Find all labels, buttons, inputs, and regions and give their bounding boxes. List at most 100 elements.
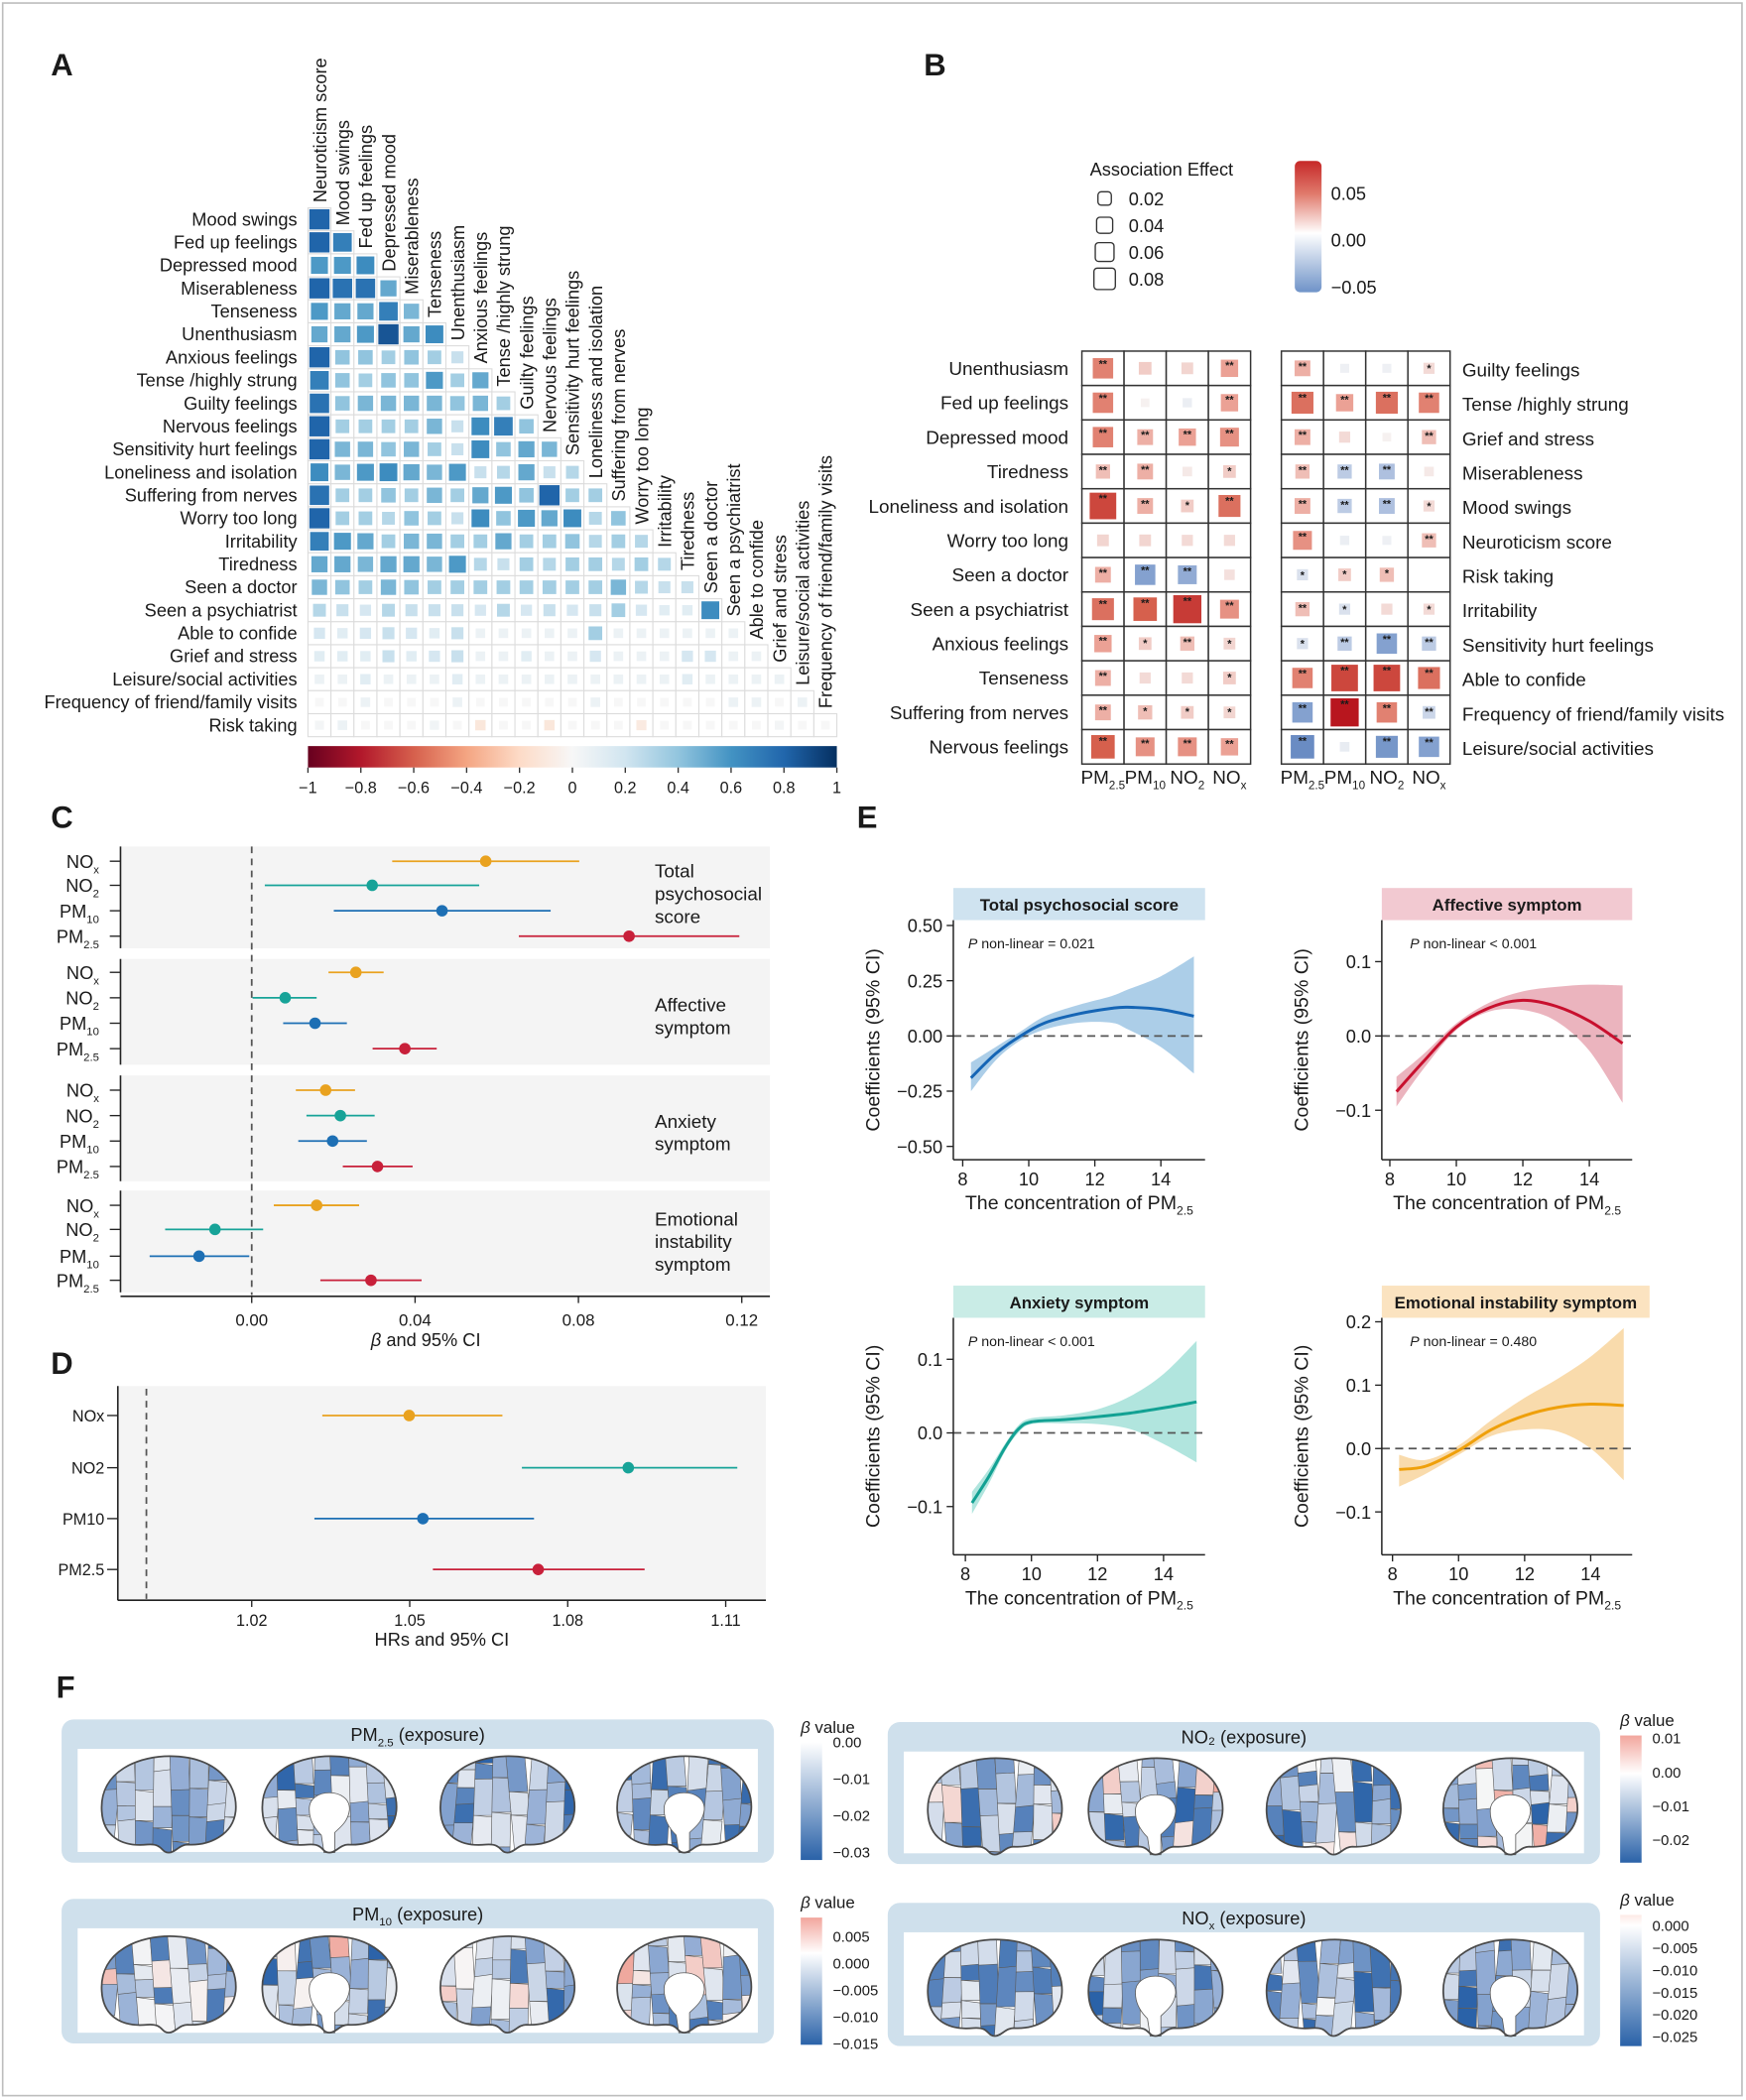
row-label: Risk taking	[1462, 567, 1554, 588]
row-label: PM10	[62, 1511, 104, 1529]
correlation-square	[613, 697, 623, 707]
point-estimate	[366, 879, 378, 892]
correlation-square	[518, 463, 535, 481]
brain-region	[545, 1970, 566, 1989]
correlation-square	[519, 534, 534, 549]
panel-label-b: B	[924, 48, 945, 82]
correlation-square	[450, 373, 464, 388]
row-label: Grief and stress	[170, 647, 298, 667]
effect-square	[1138, 361, 1152, 375]
panel-label-a: A	[51, 48, 72, 82]
correlation-square	[382, 650, 395, 663]
brain-region	[995, 1965, 1018, 2008]
point-estimate	[319, 1084, 332, 1096]
point-estimate	[532, 1563, 545, 1575]
brain-region	[491, 1777, 512, 1813]
row-label: Frequency of friend/family visits	[1462, 704, 1724, 725]
beta-legend-title: β value	[1619, 1891, 1675, 1910]
correlation-square	[751, 651, 762, 662]
significance-stars: **	[1299, 499, 1308, 511]
correlation-square	[358, 349, 373, 365]
group-label: score	[655, 907, 700, 927]
effect-square	[1223, 535, 1235, 547]
brain-region	[455, 1787, 477, 1805]
column-label: NOx	[1412, 768, 1445, 793]
brain-region	[1546, 1803, 1568, 1833]
brain-region	[134, 1790, 155, 1821]
y-axis-title: Coefficients (95% CI)	[1292, 1345, 1313, 1528]
beta-legend-label: 0.000	[1653, 1919, 1689, 1935]
row-label: Unenthusiasm	[948, 359, 1068, 380]
correlation-square	[543, 557, 557, 571]
correlation-square	[774, 674, 785, 684]
significance-stars: **	[1099, 636, 1108, 648]
significance-stars: *	[1385, 568, 1390, 580]
correlation-square	[381, 419, 396, 433]
significance-stars: **	[1099, 493, 1108, 505]
brain-medial-wall	[1489, 1975, 1532, 2037]
x-axis-title: The concentration of PM2.5	[965, 1587, 1193, 1612]
correlation-square	[636, 720, 647, 731]
column-label: Seen a doctor	[701, 481, 721, 593]
effect-square	[1337, 498, 1352, 514]
correlation-square	[309, 208, 330, 230]
significance-stars: **	[1383, 702, 1392, 714]
point-estimate	[623, 929, 635, 942]
effect-square	[1382, 536, 1392, 546]
x-tick-label: 10	[1446, 1170, 1466, 1189]
brain-region	[509, 1982, 530, 2009]
group-label: Affective	[655, 995, 726, 1016]
effect-square	[1379, 567, 1395, 582]
effect-square	[1219, 599, 1239, 619]
plot-title: Emotional instability symptom	[1395, 1294, 1638, 1312]
correlation-square	[332, 232, 352, 252]
effect-square	[1179, 428, 1196, 446]
correlation-square	[701, 601, 720, 620]
x-axis-title: The concentration of PM2.5	[965, 1192, 1193, 1217]
row-label: PM10	[60, 1014, 99, 1038]
brain-map-title: PM2.5 (exposure)	[350, 1725, 484, 1749]
correlation-square	[705, 674, 715, 684]
effect-square	[1092, 358, 1114, 379]
beta-legend-label: 0.00	[833, 1736, 862, 1752]
point-estimate	[309, 1017, 321, 1030]
x-tick-label: 10	[1448, 1564, 1468, 1584]
column-label: Tiredness	[679, 492, 698, 570]
row-label: Frequency of friend/family visits	[44, 692, 297, 712]
group-label: symptom	[655, 1135, 731, 1156]
effect-square	[1337, 636, 1352, 651]
correlation-square	[475, 697, 485, 707]
brain-region	[1175, 1950, 1195, 1970]
brain-medial-wall	[664, 1791, 705, 1854]
row-label: Worry too long	[947, 531, 1068, 552]
correlation-square	[406, 627, 418, 640]
beta-legend-label: 0.005	[833, 1929, 870, 1945]
brain-region	[960, 1963, 981, 1981]
correlation-square	[496, 441, 511, 457]
brain-outline	[1087, 1938, 1224, 2038]
row-label: Irritability	[225, 532, 299, 552]
brain-medial-wall	[1135, 1793, 1177, 1856]
correlation-square	[588, 626, 603, 641]
effect-square	[1094, 566, 1111, 583]
correlation-square	[635, 604, 648, 616]
brain-region	[135, 1819, 155, 1846]
brain-map-title: NO₂ (exposure)	[1182, 1728, 1308, 1748]
correlation-square	[355, 278, 376, 299]
plot-background	[117, 1386, 767, 1601]
significance-stars: **	[1299, 465, 1308, 477]
spline-curve	[970, 1400, 1197, 1504]
effect-square	[1223, 706, 1236, 719]
brain-region	[349, 1800, 370, 1822]
correlation-square	[522, 720, 532, 730]
correlation-square	[334, 303, 351, 319]
effect-square	[1339, 363, 1349, 373]
brain-region	[294, 1783, 315, 1798]
correlation-square	[358, 511, 373, 526]
significance-stars: **	[1299, 602, 1308, 614]
column-label: PM2.5	[1081, 768, 1126, 793]
effect-square	[1219, 428, 1239, 447]
correlation-square	[358, 373, 373, 388]
x-tick-label: 0.00	[235, 1311, 268, 1330]
correlation-square	[659, 628, 670, 639]
